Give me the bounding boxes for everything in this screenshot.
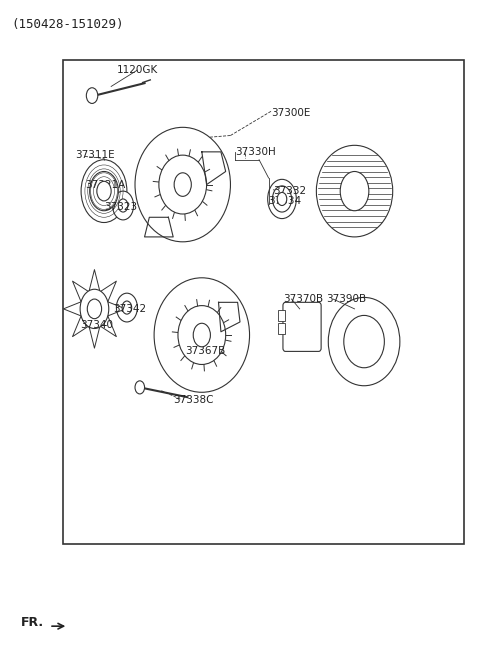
Text: 37342: 37342 xyxy=(114,304,147,314)
Ellipse shape xyxy=(178,306,226,365)
Text: 37370B: 37370B xyxy=(283,294,323,304)
Circle shape xyxy=(86,88,98,103)
Text: 37338C: 37338C xyxy=(173,396,214,405)
Circle shape xyxy=(268,179,296,219)
Text: FR.: FR. xyxy=(21,616,44,629)
Ellipse shape xyxy=(344,315,384,368)
Circle shape xyxy=(80,289,109,328)
Text: 37300E: 37300E xyxy=(271,108,311,118)
Text: 37321A: 37321A xyxy=(85,179,125,190)
Circle shape xyxy=(116,293,137,322)
Circle shape xyxy=(90,171,118,211)
Ellipse shape xyxy=(154,278,250,392)
Circle shape xyxy=(118,199,128,212)
Bar xyxy=(278,323,285,334)
Ellipse shape xyxy=(135,127,230,242)
Text: 37390B: 37390B xyxy=(326,294,366,304)
Bar xyxy=(63,60,464,545)
Text: 37323: 37323 xyxy=(104,202,137,212)
Circle shape xyxy=(277,193,287,206)
FancyBboxPatch shape xyxy=(283,302,321,351)
Circle shape xyxy=(97,181,111,201)
Text: 37332: 37332 xyxy=(274,186,307,196)
Text: 37367B: 37367B xyxy=(185,346,226,356)
Text: 1120GK: 1120GK xyxy=(117,65,158,75)
Circle shape xyxy=(87,299,102,319)
Text: 37311E: 37311E xyxy=(75,150,115,160)
Circle shape xyxy=(122,301,132,314)
Text: 37334: 37334 xyxy=(269,196,302,206)
Circle shape xyxy=(174,173,192,196)
Circle shape xyxy=(273,186,291,212)
Circle shape xyxy=(193,323,210,347)
Text: 37340: 37340 xyxy=(80,320,113,330)
Ellipse shape xyxy=(159,155,206,214)
Circle shape xyxy=(135,381,144,394)
Ellipse shape xyxy=(316,145,393,237)
Text: 37330H: 37330H xyxy=(235,147,276,157)
Bar xyxy=(278,310,285,321)
Ellipse shape xyxy=(328,298,400,386)
Text: (150428-151029): (150428-151029) xyxy=(11,18,123,31)
Circle shape xyxy=(81,160,127,223)
Circle shape xyxy=(113,191,133,220)
Ellipse shape xyxy=(340,171,369,211)
